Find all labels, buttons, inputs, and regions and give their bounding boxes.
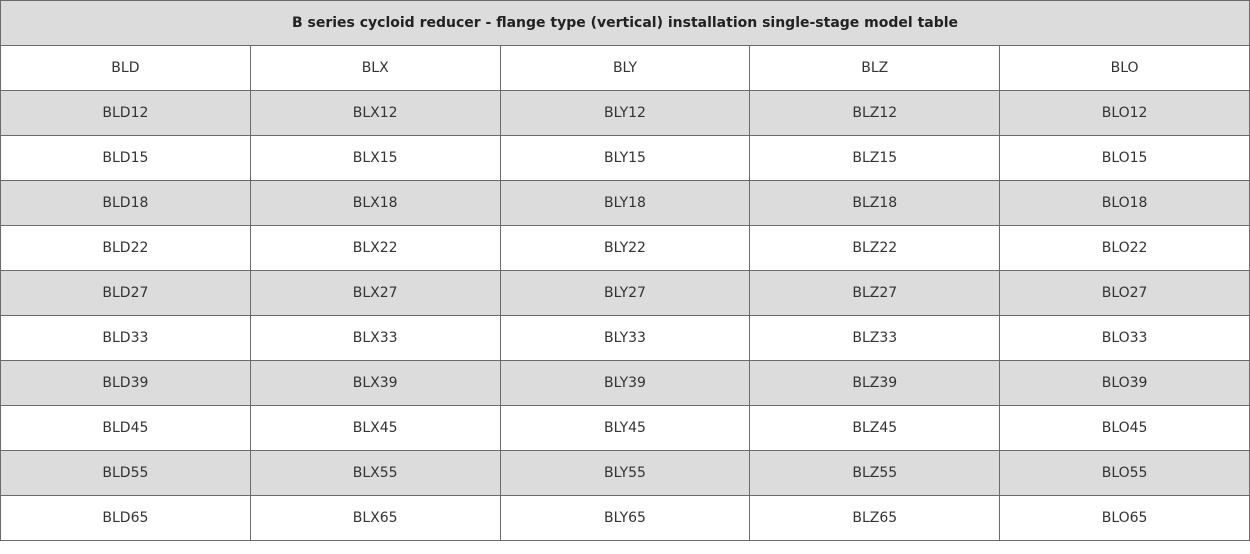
table-cell: BLO33 <box>999 315 1250 361</box>
table-cell: BLX65 <box>249 495 501 541</box>
table-cell: BLD12 <box>0 90 251 136</box>
table-cell: BLD22 <box>0 225 251 271</box>
table-row: BLD39 BLX39 BLY39 BLZ39 BLO39 <box>0 360 1250 406</box>
table-row: BLD22 BLX22 BLY22 BLZ22 BLO22 <box>0 225 1250 271</box>
table-cell: BLZ55 <box>749 450 1001 496</box>
table-row: BLD12 BLX12 BLY12 BLZ12 BLO12 <box>0 90 1250 136</box>
table-row: BLD65 BLX65 BLY65 BLZ65 BLO65 <box>0 495 1250 541</box>
table-cell: BLD45 <box>0 405 251 451</box>
table-cell: BLD18 <box>0 180 251 226</box>
table-cell: BLY22 <box>499 225 751 271</box>
table-cell: BLD33 <box>0 315 251 361</box>
table-cell: BLY27 <box>499 270 751 316</box>
table-cell: BLD15 <box>0 135 251 181</box>
table-cell: BLZ15 <box>749 135 1001 181</box>
table-cell: BLO27 <box>999 270 1250 316</box>
table-cell: BLO18 <box>999 180 1250 226</box>
table-cell: BLX45 <box>249 405 501 451</box>
header-cell: BLX <box>249 45 501 91</box>
table-title: B series cycloid reducer - flange type (… <box>0 0 1250 46</box>
table-cell: BLY18 <box>499 180 751 226</box>
table-cell: BLX55 <box>249 450 501 496</box>
table-cell: BLX22 <box>249 225 501 271</box>
header-cell: BLY <box>499 45 751 91</box>
header-row: BLD BLX BLY BLZ BLO <box>0 45 1250 91</box>
table-cell: BLX33 <box>249 315 501 361</box>
table-cell: BLO45 <box>999 405 1250 451</box>
table-row: BLD33 BLX33 BLY33 BLZ33 BLO33 <box>0 315 1250 361</box>
table-cell: BLZ33 <box>749 315 1001 361</box>
table-cell: BLY33 <box>499 315 751 361</box>
table-cell: BLZ27 <box>749 270 1001 316</box>
table-cell: BLY39 <box>499 360 751 406</box>
table-row: BLD27 BLX27 BLY27 BLZ27 BLO27 <box>0 270 1250 316</box>
table-cell: BLZ22 <box>749 225 1001 271</box>
header-cell: BLD <box>0 45 251 91</box>
model-table: B series cycloid reducer - flange type (… <box>0 0 1250 541</box>
table-cell: BLX18 <box>249 180 501 226</box>
table-cell: BLZ39 <box>749 360 1001 406</box>
table-row: BLD15 BLX15 BLY15 BLZ15 BLO15 <box>0 135 1250 181</box>
table-cell: BLY15 <box>499 135 751 181</box>
table-cell: BLD55 <box>0 450 251 496</box>
table-cell: BLX27 <box>249 270 501 316</box>
table-cell: BLY12 <box>499 90 751 136</box>
table-row: BLD18 BLX18 BLY18 BLZ18 BLO18 <box>0 180 1250 226</box>
table-cell: BLZ18 <box>749 180 1001 226</box>
table-cell: BLD39 <box>0 360 251 406</box>
table-cell: BLZ12 <box>749 90 1001 136</box>
table-cell: BLO55 <box>999 450 1250 496</box>
table-cell: BLO15 <box>999 135 1250 181</box>
table-cell: BLY45 <box>499 405 751 451</box>
table-cell: BLZ45 <box>749 405 1001 451</box>
table-cell: BLO22 <box>999 225 1250 271</box>
table-cell: BLY55 <box>499 450 751 496</box>
header-cell: BLZ <box>749 45 1001 91</box>
table-cell: BLO65 <box>999 495 1250 541</box>
table-cell: BLD27 <box>0 270 251 316</box>
table-cell: BLO39 <box>999 360 1250 406</box>
table-cell: BLX15 <box>249 135 501 181</box>
table-cell: BLZ65 <box>749 495 1001 541</box>
table-cell: BLX39 <box>249 360 501 406</box>
table-row: BLD55 BLX55 BLY55 BLZ55 BLO55 <box>0 450 1250 496</box>
table-cell: BLX12 <box>249 90 501 136</box>
title-row: B series cycloid reducer - flange type (… <box>0 0 1250 46</box>
header-cell: BLO <box>999 45 1250 91</box>
table-cell: BLO12 <box>999 90 1250 136</box>
table-body: B series cycloid reducer - flange type (… <box>0 0 1250 541</box>
table-cell: BLD65 <box>0 495 251 541</box>
table-row: BLD45 BLX45 BLY45 BLZ45 BLO45 <box>0 405 1250 451</box>
table-cell: BLY65 <box>499 495 751 541</box>
